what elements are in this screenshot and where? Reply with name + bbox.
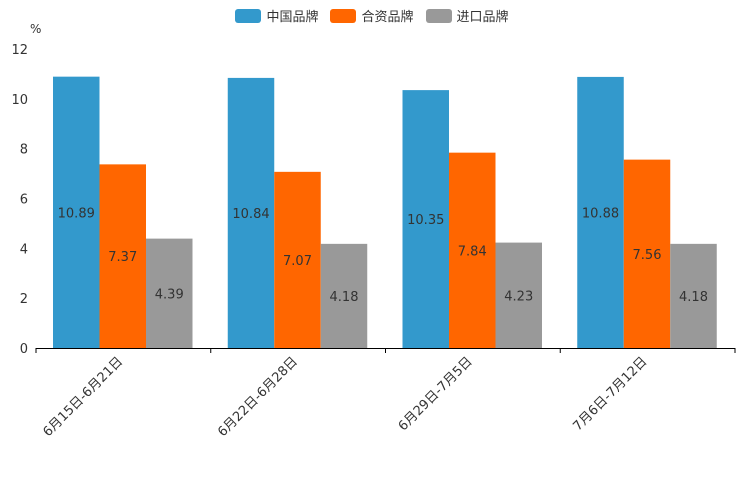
y-tick-label: 10 <box>11 93 28 108</box>
bar-joint-venture-brand <box>99 164 146 348</box>
x-tick-label: 6月22日-6月28日 <box>215 354 301 440</box>
y-tick-label: 2 <box>20 292 28 307</box>
legend-item-joint-venture-brand[interactable]: 合资品牌 <box>330 6 414 25</box>
bar-value-label: 4.18 <box>330 290 359 305</box>
bar-value-label: 10.88 <box>582 206 619 221</box>
legend-label-joint-venture-brand: 合资品牌 <box>361 10 414 25</box>
bar-value-label: 7.56 <box>633 248 662 263</box>
x-tick-label: 6月15日-6月21日 <box>40 354 126 440</box>
bar-value-label: 4.23 <box>504 289 533 304</box>
bar-value-label: 7.37 <box>108 250 137 265</box>
bar-value-label: 10.84 <box>232 207 269 222</box>
bar-china-brand <box>402 90 449 349</box>
y-tick-label: 4 <box>20 242 28 257</box>
bar-import-brand <box>146 238 193 348</box>
legend-item-import-brand[interactable]: 进口品牌 <box>425 6 509 25</box>
bar-china-brand <box>53 76 100 348</box>
bar-joint-venture-brand <box>449 152 496 348</box>
bar-joint-venture-brand <box>274 171 321 348</box>
bar-import-brand <box>495 242 542 348</box>
y-tick-label: 6 <box>20 193 28 208</box>
bar-value-label: 7.07 <box>283 254 312 269</box>
y-tick-label: 12 <box>11 43 28 58</box>
legend-label-china-brand: 中国品牌 <box>266 10 319 25</box>
y-tick-label: 8 <box>20 143 28 158</box>
bar-import-brand <box>320 243 368 348</box>
y-tick-label: 0 <box>20 342 28 357</box>
bar-joint-venture-brand <box>623 159 671 348</box>
legend-swatch-import-brand <box>425 8 452 23</box>
legend-swatch-china-brand <box>235 8 262 23</box>
x-tick-label: 6月29日-7月5日 <box>396 354 476 434</box>
bar-value-label: 7.84 <box>458 244 487 259</box>
legend: 中国品牌 合资品牌 进口品牌 <box>0 6 744 25</box>
bar-value-label: 4.18 <box>679 290 708 305</box>
bar-china-brand <box>227 77 275 349</box>
bar-value-label: 10.89 <box>58 206 95 221</box>
y-axis-unit-label: % <box>30 22 42 36</box>
legend-label-import-brand: 进口品牌 <box>456 10 509 25</box>
bar-import-brand <box>670 243 717 348</box>
x-tick-label: 7月6日-7月12日 <box>571 354 651 434</box>
bar-china-brand <box>577 76 624 348</box>
legend-item-china-brand[interactable]: 中国品牌 <box>235 6 318 25</box>
legend-swatch-joint-venture-brand <box>330 8 357 23</box>
bar-value-label: 4.39 <box>155 287 184 302</box>
bar-value-label: 10.35 <box>407 213 444 228</box>
